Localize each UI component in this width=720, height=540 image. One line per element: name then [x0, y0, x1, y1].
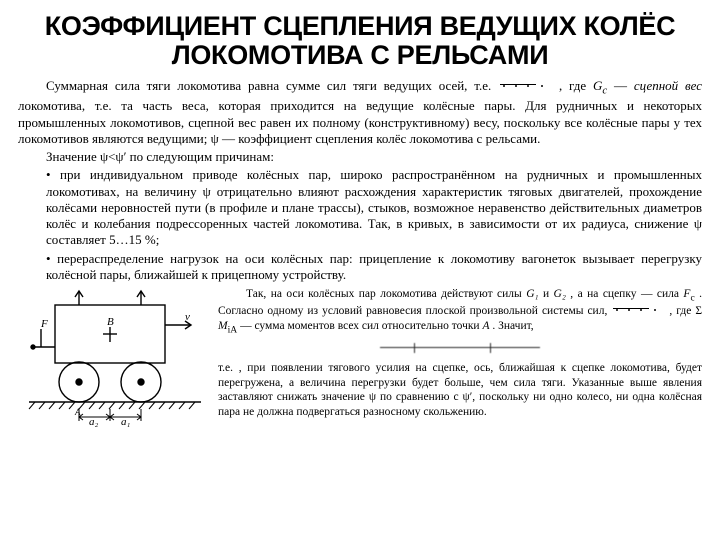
t: . Значит, [492, 320, 533, 332]
paragraph-intro: Суммарная сила тяги локомотива равна сум… [18, 78, 702, 147]
t: — [614, 78, 634, 93]
formula-inline-1 [498, 80, 552, 92]
right-para-2: т.е. , при появлении тягового усилия на … [218, 361, 702, 419]
t: , где Σ [669, 305, 702, 317]
page-title: КОЭФФИЦИЕНТ СЦЕПЛЕНИЯ ВЕДУЩИХ КОЛЁС ЛОКО… [18, 12, 702, 70]
bullet-2: перераспределение нагрузок на оси колёсн… [18, 251, 702, 284]
svg-text:F: F [40, 318, 48, 330]
formula-inline-2 [611, 304, 665, 316]
locomotive-diagram: F v B A a₂ a₁ [21, 287, 206, 427]
t: — сумма моментов всех сил относительно т… [240, 320, 482, 332]
svg-text:B: B [107, 316, 114, 328]
svg-text:v: v [185, 311, 190, 323]
right-para-1: Так, на оси колёсных пар локомотива дейс… [218, 287, 702, 336]
paragraph-reasons-lead: Значение ψ<ψ′ по следующим причинам: [18, 149, 702, 165]
formula-block [218, 339, 702, 357]
var-f-sub: с [690, 292, 694, 303]
two-column-block: F v B A a₂ a₁ Так, на оси колёсных пар л… [18, 287, 702, 427]
right-text-column: Так, на оси колёсных пар локомотива дейс… [218, 287, 702, 427]
bullet-1: при индивидуальном приводе колёсных пар,… [18, 167, 702, 248]
term-coupling-weight: сцепной вес [634, 78, 702, 93]
var-m: M [218, 320, 228, 332]
svg-text:A: A [74, 407, 81, 417]
var-gc-c: с [602, 85, 607, 97]
svg-text:a₁: a₁ [121, 416, 131, 427]
var-a: A [482, 320, 489, 332]
t: Так, на оси колёсных пар локомотива дейс… [246, 288, 526, 300]
var-m-sub: iA [228, 324, 238, 335]
t: и [543, 288, 554, 300]
var-g1: G₁ [526, 288, 538, 300]
var-g2: G₂ [554, 288, 566, 300]
var-gc-g: G [593, 78, 602, 93]
diagram-column: F v B A a₂ a₁ [18, 287, 208, 427]
t: Суммарная сила тяги локомотива равна сум… [46, 78, 498, 93]
svg-text:a₂: a₂ [89, 416, 99, 427]
t: , где [559, 78, 593, 93]
t: , а на сцепку — сила [570, 288, 683, 300]
formula-display-icon [370, 339, 550, 357]
t: локомотива, т.е. та часть веса, которая … [18, 98, 702, 146]
